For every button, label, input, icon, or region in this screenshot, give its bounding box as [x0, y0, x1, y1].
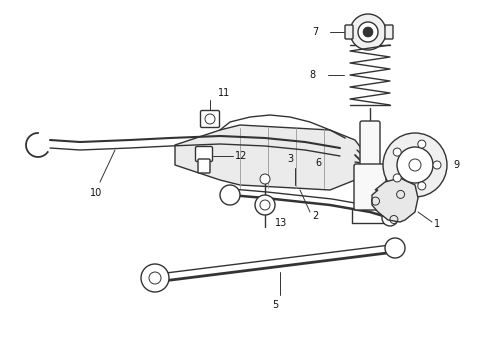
Text: 13: 13 — [275, 218, 287, 228]
Text: 8: 8 — [310, 70, 316, 80]
Text: 3: 3 — [287, 154, 293, 164]
Circle shape — [433, 161, 441, 169]
Circle shape — [383, 133, 447, 197]
Circle shape — [393, 174, 401, 182]
FancyBboxPatch shape — [198, 159, 210, 173]
Circle shape — [397, 147, 433, 183]
Circle shape — [418, 140, 426, 148]
FancyBboxPatch shape — [360, 121, 380, 170]
FancyBboxPatch shape — [354, 164, 386, 210]
Circle shape — [358, 22, 378, 42]
Text: 5: 5 — [272, 300, 278, 310]
Circle shape — [350, 14, 386, 50]
Circle shape — [409, 159, 421, 171]
Text: 1: 1 — [434, 219, 440, 229]
FancyBboxPatch shape — [196, 147, 213, 162]
Circle shape — [382, 210, 398, 226]
Circle shape — [393, 148, 401, 156]
Text: 11: 11 — [218, 88, 230, 98]
Text: 9: 9 — [453, 160, 459, 170]
Circle shape — [255, 195, 275, 215]
Text: 12: 12 — [235, 151, 247, 161]
Text: 2: 2 — [312, 211, 318, 221]
Text: 6: 6 — [316, 158, 322, 168]
Circle shape — [260, 174, 270, 184]
Circle shape — [141, 264, 169, 292]
Polygon shape — [372, 178, 418, 222]
Circle shape — [385, 238, 405, 258]
Polygon shape — [175, 125, 370, 190]
Circle shape — [363, 27, 373, 37]
FancyBboxPatch shape — [345, 25, 353, 39]
Circle shape — [260, 200, 270, 210]
Text: 7: 7 — [312, 27, 318, 37]
FancyBboxPatch shape — [385, 25, 393, 39]
Circle shape — [149, 272, 161, 284]
FancyBboxPatch shape — [200, 111, 220, 127]
Circle shape — [220, 185, 240, 205]
Circle shape — [418, 182, 426, 190]
Text: 10: 10 — [90, 188, 102, 198]
